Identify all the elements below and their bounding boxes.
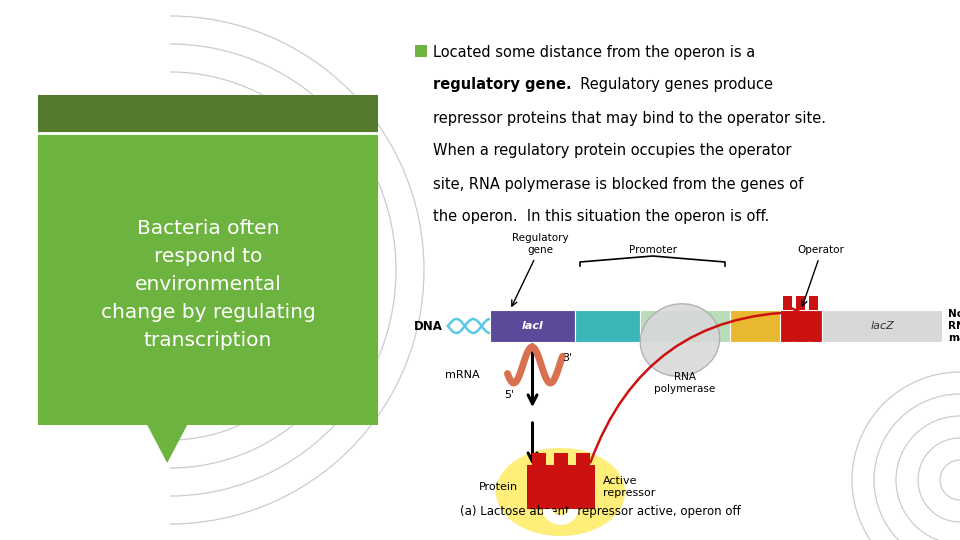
Text: When a regulatory protein occupies the operator: When a regulatory protein occupies the o…	[433, 144, 791, 159]
Text: RNA
polymerase: RNA polymerase	[655, 372, 715, 394]
Text: Regulatory genes produce: Regulatory genes produce	[571, 78, 773, 92]
Ellipse shape	[640, 303, 720, 376]
Text: Active
repressor: Active repressor	[603, 476, 655, 498]
Text: (a) Lactose absent, repressor active, operon off: (a) Lactose absent, repressor active, op…	[460, 505, 740, 518]
Text: Protein: Protein	[479, 482, 518, 492]
Text: Bacteria often
respond to
environmental
change by regulating
transcription: Bacteria often respond to environmental …	[101, 219, 316, 349]
Text: regulatory gene.: regulatory gene.	[433, 78, 571, 92]
Text: site, RNA polymerase is blocked from the genes of: site, RNA polymerase is blocked from the…	[433, 177, 804, 192]
FancyBboxPatch shape	[38, 133, 378, 425]
FancyBboxPatch shape	[640, 310, 730, 342]
Text: 3': 3'	[563, 353, 572, 363]
FancyBboxPatch shape	[730, 310, 780, 342]
Text: No
RNA
made: No RNA made	[948, 308, 960, 343]
Text: repressor proteins that may bind to the operator site.: repressor proteins that may bind to the …	[433, 111, 826, 125]
FancyBboxPatch shape	[575, 453, 589, 465]
FancyBboxPatch shape	[575, 310, 640, 342]
Text: mRNA: mRNA	[445, 370, 480, 380]
Polygon shape	[147, 425, 187, 463]
Text: Promoter: Promoter	[629, 245, 677, 255]
Text: lacZ: lacZ	[870, 321, 894, 331]
FancyBboxPatch shape	[526, 465, 594, 509]
Text: lacI: lacI	[521, 321, 543, 331]
FancyBboxPatch shape	[796, 296, 805, 310]
FancyBboxPatch shape	[780, 310, 822, 342]
Text: 5': 5'	[505, 390, 515, 400]
FancyBboxPatch shape	[554, 453, 567, 465]
Text: Operator: Operator	[798, 245, 845, 255]
Text: DNA: DNA	[414, 320, 443, 333]
FancyBboxPatch shape	[415, 45, 427, 57]
FancyBboxPatch shape	[783, 296, 792, 310]
FancyBboxPatch shape	[809, 296, 818, 310]
Text: Located some distance from the operon is a: Located some distance from the operon is…	[433, 44, 756, 59]
FancyBboxPatch shape	[532, 453, 545, 465]
FancyBboxPatch shape	[490, 310, 575, 342]
Ellipse shape	[496, 448, 625, 536]
Text: the operon.  In this situation the operon is off.: the operon. In this situation the operon…	[433, 210, 769, 225]
FancyBboxPatch shape	[38, 95, 378, 133]
Text: Regulatory
gene: Regulatory gene	[512, 233, 568, 255]
FancyBboxPatch shape	[822, 310, 942, 342]
